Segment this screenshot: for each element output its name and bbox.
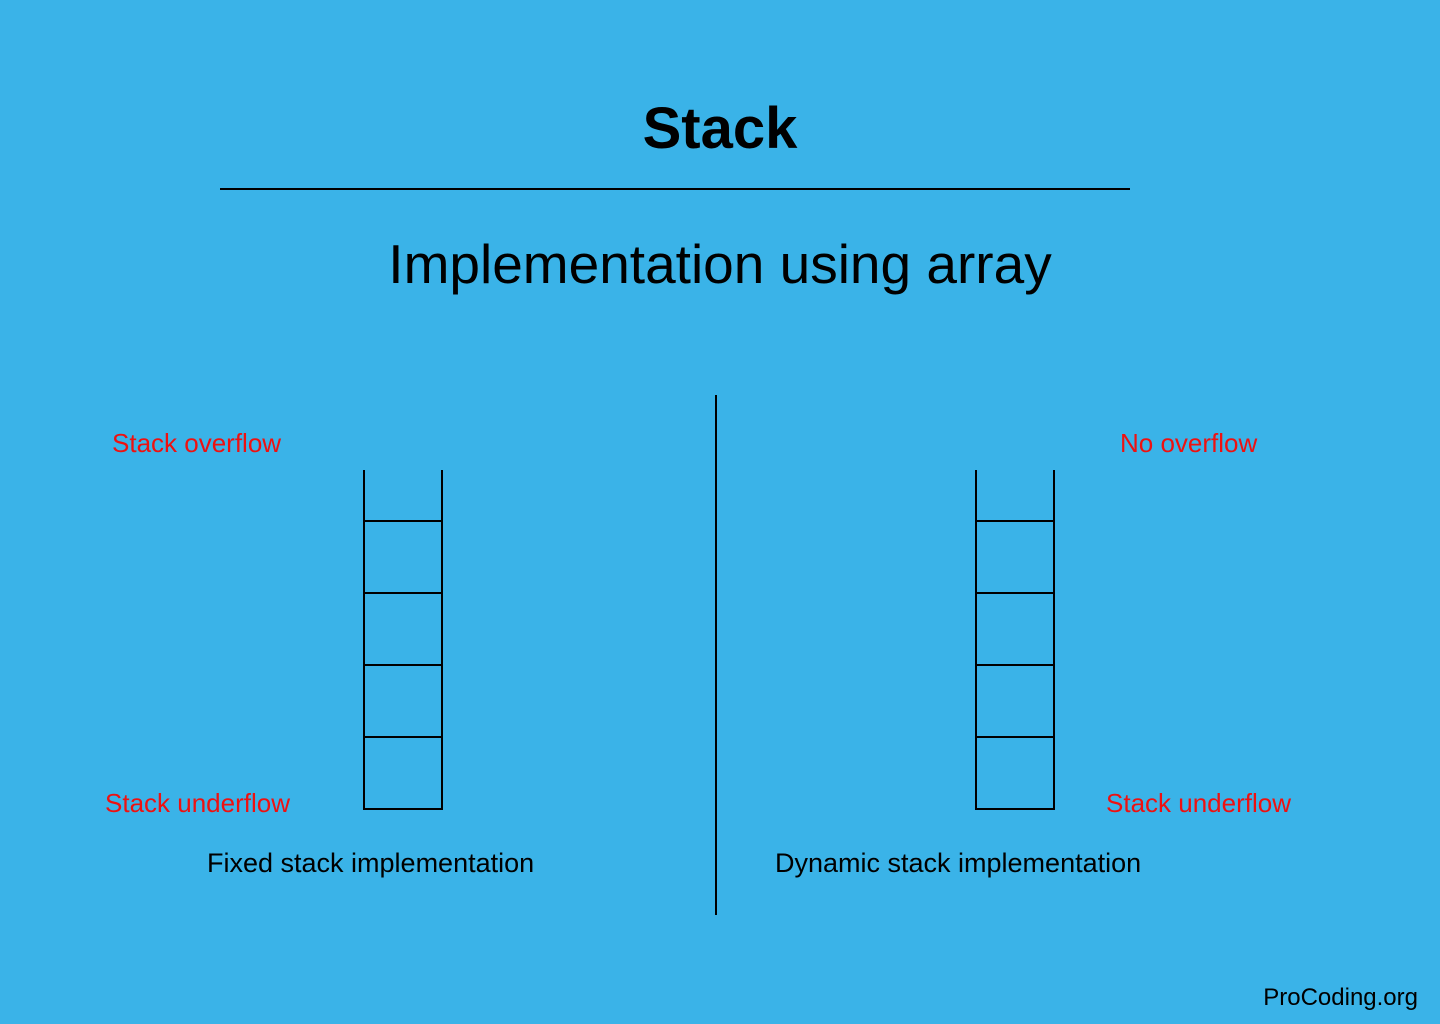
caption-dynamic: Dynamic stack implementation — [775, 848, 1141, 879]
overflow-label-fixed: Stack overflow — [112, 428, 281, 459]
title-underline — [220, 188, 1130, 190]
page-title: Stack — [643, 95, 798, 162]
watermark: ProCoding.org — [1263, 984, 1418, 1012]
caption-fixed: Fixed stack implementation — [207, 848, 534, 879]
overflow-label-dynamic: No overflow — [1120, 428, 1257, 459]
stack-diagram-dynamic — [975, 470, 1055, 810]
underflow-label-fixed: Stack underflow — [105, 788, 290, 819]
page-subtitle: Implementation using array — [388, 232, 1051, 296]
center-divider — [715, 395, 717, 915]
underflow-label-dynamic: Stack underflow — [1106, 788, 1291, 819]
stack-diagram-fixed — [363, 470, 443, 810]
